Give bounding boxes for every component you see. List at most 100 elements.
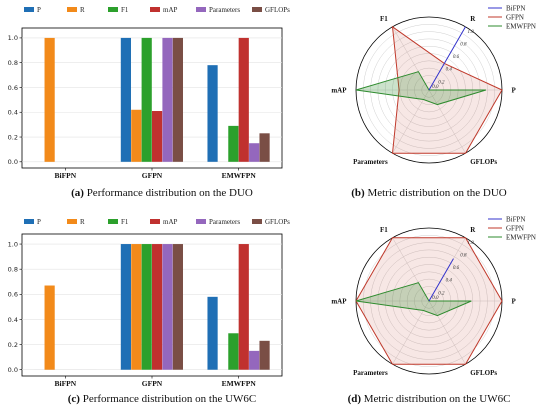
x-tick-label: GFPN: [142, 171, 163, 180]
y-tick-label: 0.4: [8, 316, 18, 324]
caption-text: Performance distribution on the DUO: [84, 187, 253, 199]
radar-axis-label: F1: [380, 15, 388, 23]
caption-tag: (a): [71, 187, 84, 199]
y-tick-label: 0.6: [8, 84, 18, 92]
radar-axis-label: mAP: [331, 87, 347, 95]
bar-parameters-gfpn: [162, 244, 173, 370]
radar-tick-label: 1.0: [468, 241, 475, 246]
bar-map-emwfpn: [238, 244, 249, 370]
radar-axis-label: Parameters: [353, 158, 388, 166]
x-tick-label: BiFPN: [54, 171, 76, 180]
legend-swatch: [67, 219, 77, 224]
bar-f1-emwfpn: [228, 125, 239, 162]
panel-caption: (c) Performance distribution on the UW6C: [68, 393, 257, 405]
y-tick-label: 1.0: [8, 240, 18, 248]
radar-series-bifpn: [428, 258, 454, 302]
caption-tag: (d): [348, 393, 362, 405]
x-tick-label: GFPN: [142, 379, 163, 388]
legend-swatch: [150, 219, 160, 224]
legend-label: BiFPN: [506, 5, 525, 13]
panel-a-bar-chart: 0.0 0.2 0.4 0.6 0.8 1.0 BiFPN GFPN EMWFPN P R F1 mAP…: [8, 6, 291, 199]
radar-tick-label: 0.4: [446, 279, 453, 284]
legend-label: GFLOPs: [265, 6, 290, 14]
radar-spoke: [392, 300, 430, 365]
bar-f1-gfpn: [141, 244, 152, 370]
y-tick-label: 0.4: [8, 109, 18, 117]
legend-label: Parameters: [209, 6, 240, 14]
legend-swatch: [252, 219, 262, 224]
legend-label: P: [37, 218, 41, 226]
y-tick-label: 0.8: [8, 59, 18, 67]
radar-tick-label: 0.0: [432, 85, 439, 90]
legend-swatch: [150, 7, 160, 12]
legend-label: F1: [121, 218, 129, 226]
panel-c-bar-chart: 0.0 0.2 0.4 0.6 0.8 1.0 BiFPN GFPN EMWFPN P R F1 mAP…: [8, 218, 291, 405]
bar-p-gfpn: [120, 244, 131, 370]
radar-tick-label: 0.8: [460, 42, 467, 47]
radar-tick-label: 0.0: [432, 296, 439, 301]
bar-p-emwfpn: [207, 65, 218, 162]
radar-axis-label: Parameters: [353, 369, 388, 377]
legend-label: mAP: [163, 6, 178, 14]
bar-p-emwfpn: [207, 296, 218, 370]
radar-spoke: [392, 89, 430, 154]
radar-tick-label: 0.6: [453, 55, 460, 60]
radar-axis-label: P: [511, 298, 516, 306]
radar-tick-label: 0.2: [438, 291, 445, 296]
radar-tick-label: 0.8: [460, 253, 467, 258]
caption-tag: (b): [351, 187, 365, 199]
legend-label: GFLOPs: [265, 218, 290, 226]
bar-f1-gfpn: [141, 37, 152, 162]
radar-axis-label: R: [470, 15, 476, 23]
radar-tick-label: 0.6: [453, 266, 460, 271]
bar-r-gfpn: [131, 109, 142, 162]
radar-axis-label: P: [511, 87, 516, 95]
bar-gflops-emwfpn: [259, 133, 270, 162]
y-tick-label: 1.0: [8, 34, 18, 42]
legend-label: EMWFPN: [506, 234, 536, 242]
x-tick-label: EMWFPN: [222, 171, 257, 180]
y-tick-label: 0.0: [8, 158, 18, 166]
bar-r-bifpn: [44, 37, 55, 162]
bar-gflops-emwfpn: [259, 340, 270, 370]
radar-series-emwfpn: [355, 282, 472, 317]
radar-tick-label: 0.2: [438, 80, 445, 85]
bar-f1-emwfpn: [228, 333, 239, 370]
legend-label: GFPN: [506, 14, 524, 22]
radar-axis-label: GFLOPs: [470, 369, 497, 377]
legend-label: P: [37, 6, 41, 14]
bar-map-gfpn: [152, 111, 163, 162]
radar-series-emwfpn: [355, 71, 487, 106]
radar-series-bifpn: [428, 26, 466, 91]
caption-text: Metric distribution on the UW6C: [361, 393, 510, 405]
legend-swatch: [196, 7, 206, 12]
y-tick-label: 0.0: [8, 366, 18, 374]
legend-label: EMWFPN: [506, 23, 536, 31]
x-tick-label: EMWFPN: [222, 379, 257, 388]
y-tick-label: 0.6: [8, 291, 18, 299]
legend-label: R: [80, 218, 85, 226]
panel-d-radar-chart: 0.00.2 0.4 0.6 0.8 1.0 R P GFLOPs Parameters mAP F…: [331, 216, 536, 406]
legend-swatch: [108, 219, 118, 224]
legend-label: Parameters: [209, 218, 240, 226]
legend-label: mAP: [163, 218, 178, 226]
caption-tag: (c): [68, 393, 81, 405]
radar-axis-label: R: [470, 226, 476, 234]
legend-label: GFPN: [506, 225, 524, 233]
legend-label: F1: [121, 6, 129, 14]
radar-tick-label: 0.4: [446, 68, 453, 73]
legend-swatch: [67, 7, 77, 12]
legend-label: BiFPN: [506, 216, 525, 224]
x-tick-label: BiFPN: [54, 379, 76, 388]
bar-r-gfpn: [131, 244, 142, 370]
bar-p-gfpn: [120, 37, 131, 162]
caption-text: Performance distribution on the UW6C: [80, 393, 256, 405]
bar-parameters-gfpn: [162, 37, 173, 162]
legend-swatch: [196, 219, 206, 224]
bar-parameters-emwfpn: [249, 143, 260, 162]
panel-caption: (d) Metric distribution on the UW6C: [348, 393, 511, 405]
y-tick-label: 0.8: [8, 265, 18, 273]
legend-swatch: [24, 7, 34, 12]
panel-b-radar-chart: 0.00.2 0.4 0.6 0.8 1.0 R P GFLOPs Parameters mAP F…: [331, 5, 536, 200]
